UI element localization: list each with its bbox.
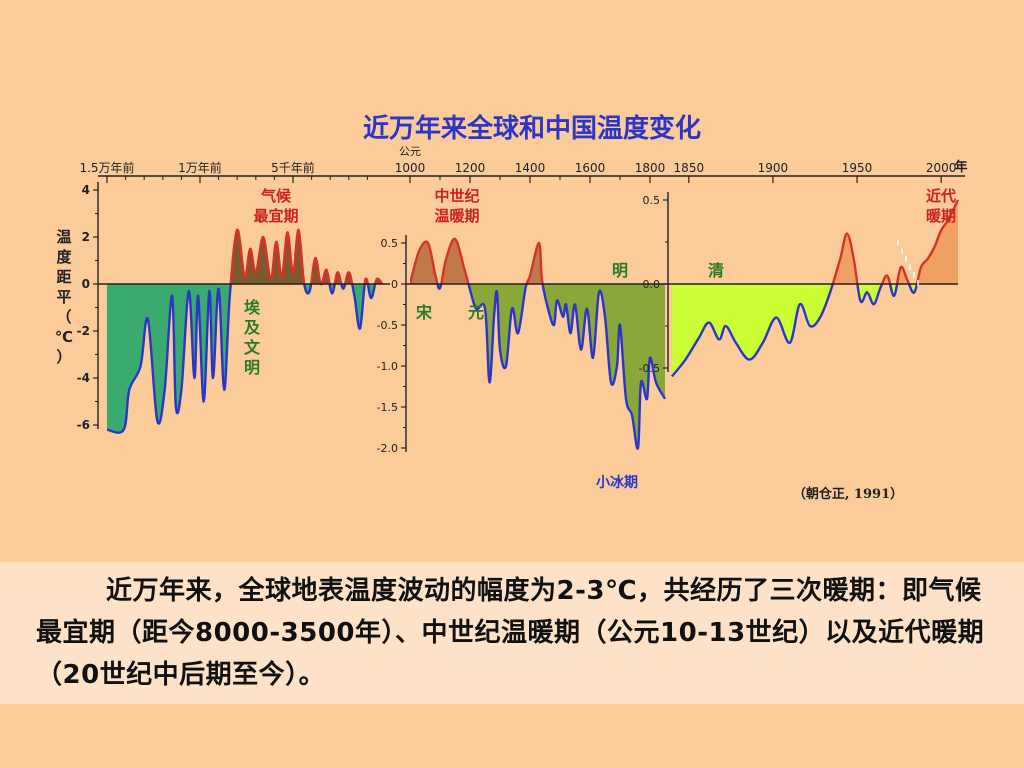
panel-2-y-tick-label: -2.0: [377, 442, 398, 455]
top-axis-label-ad: 1000: [395, 161, 426, 175]
y-axis-label-char: 距: [56, 268, 71, 286]
annotation-yuan: 元: [468, 303, 484, 322]
panel-2-cold-area: [410, 284, 665, 449]
annotation-xiao-bingqi: 小冰期: [596, 474, 638, 491]
annotation-aiji-char4: 明: [244, 358, 260, 377]
panel-2-y-tick-label: 0: [391, 278, 398, 291]
y-axis-label-char: 温: [56, 228, 71, 246]
panel-1-y-tick-label: -6: [77, 418, 90, 432]
citation: （朝仓正, 1991）: [793, 486, 903, 502]
panel-2-warm-line: [410, 237, 544, 284]
panel-1-y-tick-label: 0: [82, 277, 90, 291]
panel-3-cold-line: [671, 284, 919, 378]
caption-box: [0, 562, 1024, 704]
chart-title: 近万年来全球和中国温度变化: [363, 113, 701, 144]
annotation-qihou-line1: 气候: [260, 187, 292, 205]
y-axis-label-char: 度: [56, 248, 72, 266]
panel-1-y-tick-label: 4: [82, 183, 90, 197]
top-axis-label-ad: 1400: [515, 161, 546, 175]
panel-3-y-tick-label: -0.5: [639, 362, 660, 375]
annotation-jindai-line2: 暖期: [926, 207, 956, 225]
panel-2-warm-area: [410, 238, 665, 284]
panel-3-modern: 0.5 0.0 -0.5: [639, 192, 960, 378]
panel-2-cold-line: [410, 284, 667, 450]
temperature-chart: 近万年来全球和中国温度变化 公元 年 1.5万年前 1万年前 5千年前 1000 120…: [55, 113, 968, 502]
panel-2-medieval: 0.5 0 -0.5 -1.0 -1.5 -2.0: [377, 235, 669, 455]
panel-3-warm-area: [672, 200, 958, 284]
panel-3-y-tick-label: 0.0: [643, 278, 661, 291]
top-axis-label-ad: 1800: [635, 161, 666, 175]
annotation-aiji-char1: 埃: [244, 298, 261, 317]
svg-text:温度距平（℃）: 温度距平 （ ℃ ）: [55, 228, 73, 366]
top-axis-label-modern: 1900: [758, 161, 789, 175]
panel-3-y-tick-label: 0.5: [643, 194, 661, 207]
panel-1-y-tick-label: 2: [82, 230, 90, 244]
panel-2-y-tick-label: -0.5: [377, 319, 398, 332]
annotation-ming: 明: [612, 261, 628, 280]
top-axis-label-bp: 1.5万年前: [79, 160, 134, 175]
annotation-zhongshiji-line2: 温暖期: [434, 207, 479, 225]
top-axis-label-ad: 1600: [575, 161, 606, 175]
top-axis-label-ad: 1200: [455, 161, 486, 175]
panel-1-y-tick-label: -4: [77, 371, 90, 385]
annotation-aiji-char3: 文: [244, 338, 261, 357]
panel-1-y-tick-label: -2: [77, 324, 90, 338]
panel-1-cold-line: [107, 284, 383, 434]
y-axis-label-char: 平: [56, 288, 71, 306]
annotation-qihou-zuiyi: 气候 最宜期: [253, 187, 298, 225]
top-axis-label-modern: 1850: [674, 161, 705, 175]
y-axis-label-char: （: [56, 308, 71, 326]
annotation-zhongshiji-line1: 中世纪: [434, 187, 479, 205]
annotation-jindai-line1: 近代: [926, 187, 956, 205]
panel-2-y-tick-label: -1.0: [377, 360, 398, 373]
annotation-zhongshiji: 中世纪 温暖期: [434, 187, 479, 225]
panel-1-warm-line: [229, 228, 384, 284]
annotation-jindai: 近代 暖期: [926, 187, 956, 225]
annotation-qihou-line2: 最宜期: [253, 207, 298, 225]
y-axis-label-char: ）: [56, 348, 71, 366]
annotation-aiji-char2: 及: [244, 318, 261, 337]
caption-text: 近万年来，全球地表温度波动的幅度为2-3℃，共经历了三次暖期：即气候最宜期（距今…: [36, 576, 985, 690]
top-axis-unit-label: 公元: [399, 145, 421, 158]
top-axis-label-bp: 1万年前: [178, 160, 222, 175]
panel-2-y-tick-label: -1.5: [377, 401, 398, 414]
panel-3-warm-line: [831, 199, 960, 284]
annotation-song: 宋: [415, 303, 433, 322]
annotation-qing: 清: [708, 261, 724, 280]
annotation-aiji-wenming: 埃 及 文 明: [244, 298, 261, 377]
top-axis-label-modern: 1950: [842, 161, 873, 175]
top-axis-year-unit: 年: [954, 159, 967, 175]
y-axis-label: 温度距平 （ ℃ ）: [55, 228, 73, 366]
panel-1-bp: 4 2 0 -2 -4 -6: [77, 182, 390, 434]
panel-2-y-tick-label: 0.5: [381, 237, 399, 250]
y-axis-label-char: ℃: [55, 328, 73, 346]
top-axis-label-modern: 2000: [926, 161, 957, 175]
top-axis-label-bp: 5千年前: [271, 160, 315, 175]
